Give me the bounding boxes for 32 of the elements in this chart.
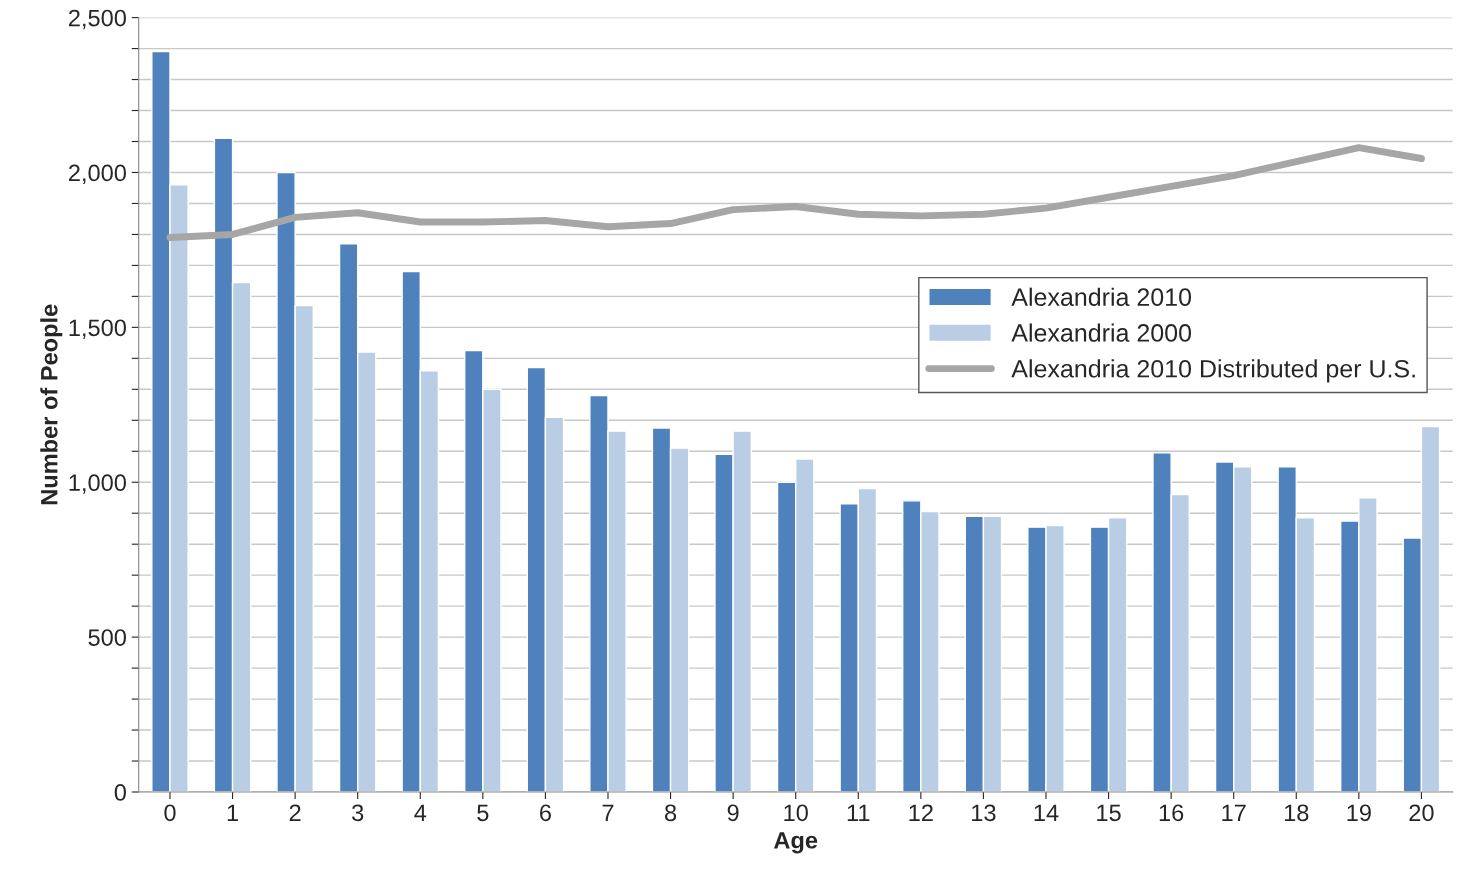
y-tick-label: 500 — [88, 629, 126, 646]
legend-label: Alexandria 2010 — [1011, 287, 1192, 307]
x-tick-label: 18 — [1284, 804, 1309, 822]
y-tick-label: 1,000 — [69, 474, 126, 494]
x-tick-label: 5 — [477, 804, 489, 822]
x-tick-label: 8 — [665, 804, 677, 822]
legend-label: Alexandria 2000 — [1011, 323, 1192, 342]
legend-label: Alexandria 2010 Distributed per U.S. — [1011, 359, 1415, 383]
x-axis-title: Age — [773, 832, 818, 854]
y-tick-label: 2,000 — [69, 164, 126, 185]
x-tick-label: 9 — [727, 804, 739, 822]
x-tick-label: 14 — [1034, 804, 1059, 821]
x-tick-label: 12 — [909, 804, 933, 821]
y-axis-title: Number of People — [40, 304, 63, 505]
x-tick-label: 11 — [847, 804, 870, 821]
x-tick-label: 6 — [540, 804, 551, 822]
x-tick-label: 4 — [414, 804, 427, 821]
x-tick-label: 2 — [289, 804, 301, 821]
x-tick-label: 1 — [227, 804, 238, 821]
y-tick-label: 0 — [114, 784, 126, 801]
x-tick-label: 7 — [602, 804, 614, 821]
y-tick-label: 2,500 — [69, 9, 126, 30]
x-tick-label: 19 — [1347, 804, 1371, 822]
x-tick-label: 13 — [972, 804, 996, 822]
x-tick-label: 3 — [352, 804, 364, 822]
x-tick-label: 15 — [1097, 804, 1121, 822]
y-tick-label: 1,500 — [69, 319, 126, 339]
x-tick-label: 10 — [784, 804, 808, 822]
x-tick-label: 20 — [1409, 804, 1434, 822]
x-tick-label: 0 — [164, 804, 176, 822]
x-tick-label: 17 — [1222, 804, 1246, 821]
x-tick-label: 16 — [1159, 804, 1184, 822]
